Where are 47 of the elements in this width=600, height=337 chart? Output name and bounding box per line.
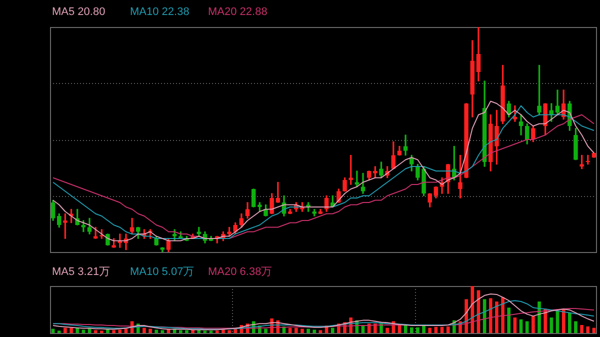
bar [550, 317, 554, 333]
bar [513, 317, 517, 333]
bar [446, 326, 450, 333]
bar [179, 330, 182, 333]
text: MA5 20.80 [52, 6, 106, 18]
bar [488, 298, 492, 333]
bar [70, 328, 73, 333]
bar [470, 286, 474, 333]
bar [416, 327, 420, 333]
bar [264, 328, 268, 333]
bar [410, 327, 414, 333]
bar [386, 328, 389, 333]
bar [422, 325, 426, 333]
bar [318, 330, 322, 333]
bar [94, 330, 98, 333]
text: MA5 3.21万 [52, 265, 112, 279]
bar [586, 326, 590, 333]
text: MA10 5.07万 [130, 265, 196, 279]
bar [300, 328, 304, 333]
bar [294, 328, 298, 333]
bar [142, 328, 146, 333]
bar [222, 330, 225, 333]
bar [580, 325, 584, 333]
bar [428, 328, 432, 333]
bar [532, 316, 535, 333]
text: MA20 6.38万 [208, 265, 274, 279]
bar [495, 302, 498, 333]
bar [501, 297, 504, 333]
text: MA20 22.88 [208, 6, 268, 18]
bar [148, 328, 152, 333]
bar [82, 330, 86, 333]
bar [330, 328, 334, 333]
bar [185, 330, 188, 333]
bar [64, 328, 67, 333]
bar [568, 312, 572, 333]
bar [76, 328, 80, 333]
bar [154, 330, 158, 333]
bar [160, 330, 164, 333]
bar [118, 330, 122, 333]
bar [306, 328, 310, 333]
bar [112, 330, 116, 333]
bar [312, 330, 316, 333]
bar [525, 321, 529, 333]
bar [574, 321, 578, 333]
bar [507, 308, 511, 333]
text: MA10 22.38 [130, 6, 190, 18]
bar [228, 330, 231, 333]
